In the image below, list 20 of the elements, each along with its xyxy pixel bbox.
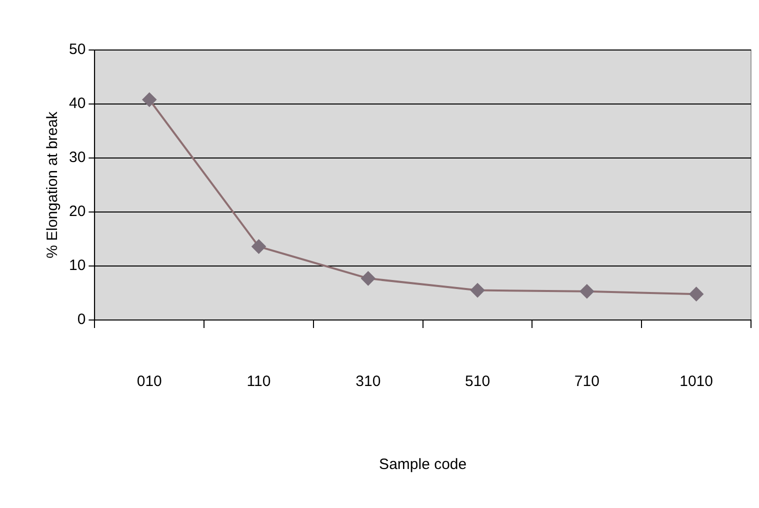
y-tick-label: 20 <box>68 203 86 220</box>
point <box>142 92 156 107</box>
point <box>252 240 266 254</box>
x-tick-label: 010 <box>136 373 162 390</box>
x-tick-label: 310 <box>356 373 381 390</box>
x-tick-label: 710 <box>574 373 600 390</box>
y-tick-label: 30 <box>68 149 86 166</box>
y-axis-title: % Elongation at break <box>44 111 62 258</box>
x-tick-label: 1010 <box>680 373 713 390</box>
y-tick-label: 40 <box>68 95 86 112</box>
point <box>689 287 704 302</box>
point <box>470 283 485 298</box>
x-axis-title: Sample code <box>379 456 467 474</box>
point <box>580 284 594 298</box>
point <box>361 271 376 286</box>
x-tick-label: 110 <box>246 373 271 390</box>
x-tick-label: 510 <box>465 373 490 390</box>
y-tick-label: 50 <box>68 41 86 58</box>
y-tick-label: 10 <box>68 257 86 274</box>
y-tick-label: 0 <box>77 311 86 328</box>
